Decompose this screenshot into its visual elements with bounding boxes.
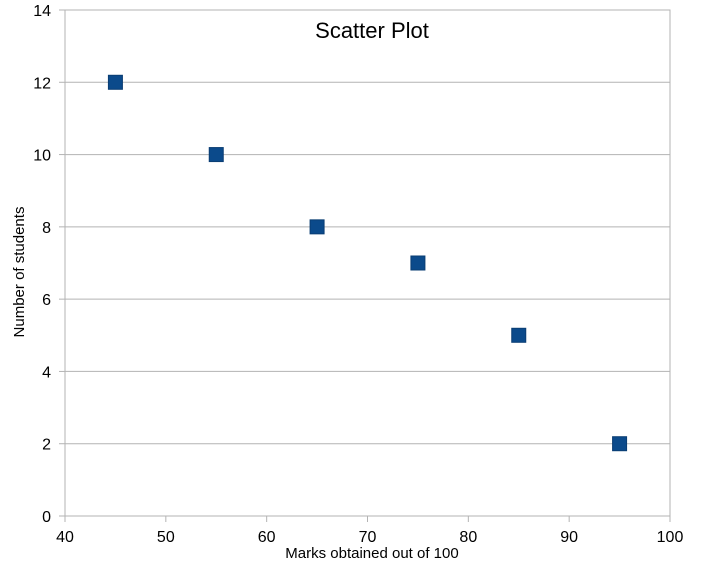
- x-tick-label: 60: [258, 529, 276, 546]
- x-tick-label: 100: [657, 529, 684, 546]
- x-tick-label: 50: [157, 529, 175, 546]
- data-points: [107, 74, 628, 452]
- data-point-65-8: [309, 219, 325, 235]
- axes: [59, 9, 671, 522]
- x-axis-title: Marks obtained out of 100: [285, 545, 458, 562]
- y-tick-label: 2: [42, 437, 51, 454]
- x-tick-label: 90: [560, 529, 578, 546]
- data-point-95-2: [612, 436, 628, 452]
- y-tick-label: 8: [42, 220, 51, 237]
- data-point-45-12: [107, 74, 123, 90]
- data-point-75-7: [410, 255, 426, 271]
- y-tick-label: 4: [42, 364, 51, 381]
- tick-labels: 0 2 4 6 8 10 12 14 40 50 60 70 80 90 100: [33, 3, 683, 546]
- y-tick-label: 0: [42, 509, 51, 526]
- y-tick-label: 12: [33, 75, 51, 92]
- y-tick-label: 10: [33, 148, 51, 165]
- gridlines: [65, 9, 670, 445]
- chart-title: Scatter Plot: [315, 18, 429, 43]
- y-tick-label: 6: [42, 292, 51, 309]
- x-tick-label: 40: [56, 529, 74, 546]
- y-tick-label: 14: [33, 3, 51, 20]
- x-tick-label: 70: [359, 529, 377, 546]
- x-tick-label: 80: [459, 529, 477, 546]
- data-point-85-5: [511, 327, 527, 343]
- y-axis-title: Number of students: [11, 207, 28, 338]
- data-point-55-10: [208, 147, 224, 163]
- plot-frame: [64, 9, 671, 517]
